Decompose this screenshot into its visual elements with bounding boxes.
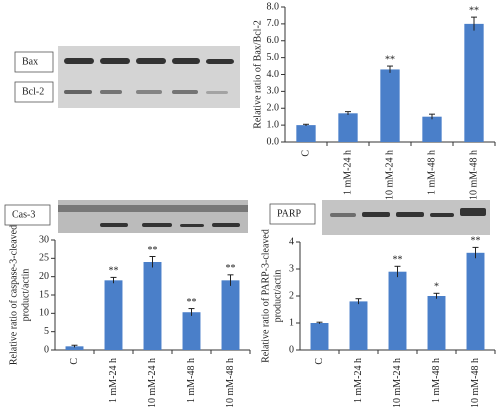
blot-image (58, 46, 240, 108)
y-tick-label: 1.0 (267, 119, 280, 130)
y-tick-label: 8.0 (267, 1, 280, 12)
y-tick-label: 25 (39, 253, 49, 264)
significance: ** (148, 245, 158, 256)
bands (330, 208, 486, 217)
y-tick-label: 7.0 (267, 18, 280, 29)
bar (310, 323, 329, 350)
blot-parp: PARP (269, 200, 490, 235)
y-tick-label: 0 (289, 344, 294, 355)
x-tick-label: C (69, 358, 80, 365)
y-tick-label: 6.0 (267, 35, 280, 46)
y-tick-label: 4 (289, 236, 294, 247)
bands (58, 205, 248, 227)
significance: ** (471, 236, 481, 247)
y-tick-label: 2.0 (267, 103, 280, 114)
bar (380, 69, 400, 142)
x-tick-label: 10 mM-24 h (384, 150, 395, 200)
y-axis-label: Relative ratio of caspase-3-cleaved (8, 225, 19, 365)
x-tick-label: 1 mM-48 h (426, 150, 437, 195)
y-tick-label: 0.0 (267, 136, 280, 147)
bar (422, 116, 442, 142)
x-tick-label: 10 mM-24 h (147, 358, 158, 407)
blot-image (322, 200, 490, 235)
label-box (14, 51, 54, 73)
x-tick-label: 1 mM-24 h (353, 358, 364, 403)
label-box (4, 204, 51, 226)
x-tick-label: C (300, 150, 311, 157)
bar (388, 271, 407, 350)
bar (338, 113, 358, 142)
bar (221, 280, 240, 350)
y-tick-label: 1 (289, 317, 294, 328)
x-tick-label: 10 mM-24 h (392, 358, 403, 407)
bands (64, 58, 234, 94)
x-tick-label: 1 mM-24 h (108, 358, 119, 403)
x-tick-label: 1 mM-48 h (186, 358, 197, 403)
bar (464, 23, 484, 142)
y-tick-label: 2 (289, 290, 294, 301)
y-axis-label: Relative ratio of PARP-3-cleaved (260, 229, 271, 363)
x-tick-label: 10 mM-48 h (468, 150, 479, 200)
x-tick-label: C (314, 358, 325, 365)
y-tick-label: 5 (44, 326, 49, 337)
significance: ** (226, 263, 236, 274)
significance: ** (385, 54, 395, 65)
label-box (14, 81, 54, 103)
y-tick-label: 15 (39, 289, 49, 300)
bar (65, 346, 84, 350)
bar (296, 125, 316, 142)
bar (427, 296, 446, 350)
bar (104, 280, 123, 350)
significance: * (434, 282, 439, 293)
y-tick-label: 10 (39, 308, 49, 319)
significance: ** (469, 5, 479, 16)
y-axis-label: product/actin (272, 270, 283, 323)
y-axis-label: product/actin (20, 269, 31, 322)
x-tick-label: 10 mM-48 h (225, 358, 236, 407)
label-box (269, 203, 316, 225)
blot-label: Bcl-2 (22, 86, 44, 97)
y-tick-label: 4.0 (267, 69, 280, 80)
x-tick-label: 1 mM-48 h (431, 358, 442, 403)
y-tick-label: 20 (39, 271, 49, 282)
bar (349, 301, 368, 350)
y-tick-label: 3.0 (267, 86, 280, 97)
blot-label: Bax (22, 56, 38, 67)
x-tick-label: 10 mM-48 h (470, 358, 481, 407)
blot-image (58, 200, 248, 233)
blot-top: Bax Bcl-2 (14, 46, 240, 108)
bar (466, 252, 485, 350)
significance: ** (393, 255, 403, 266)
y-tick-label: 0 (44, 344, 49, 355)
y-tick-label: 30 (39, 234, 49, 245)
significance: ** (187, 297, 197, 308)
bar (182, 312, 201, 350)
significance: ** (109, 266, 119, 277)
y-tick-label: 5.0 (267, 52, 280, 63)
x-tick-label: 1 mM-24 h (342, 150, 353, 195)
y-axis-label: Relative ratio of Bax/Bcl-2 (252, 20, 263, 129)
blot-label: Cas-3 (12, 209, 35, 220)
blot-caspase: Cas-3 (4, 200, 248, 233)
bar (143, 262, 162, 350)
y-tick-label: 3 (289, 263, 294, 274)
blot-label: PARP (277, 208, 302, 219)
